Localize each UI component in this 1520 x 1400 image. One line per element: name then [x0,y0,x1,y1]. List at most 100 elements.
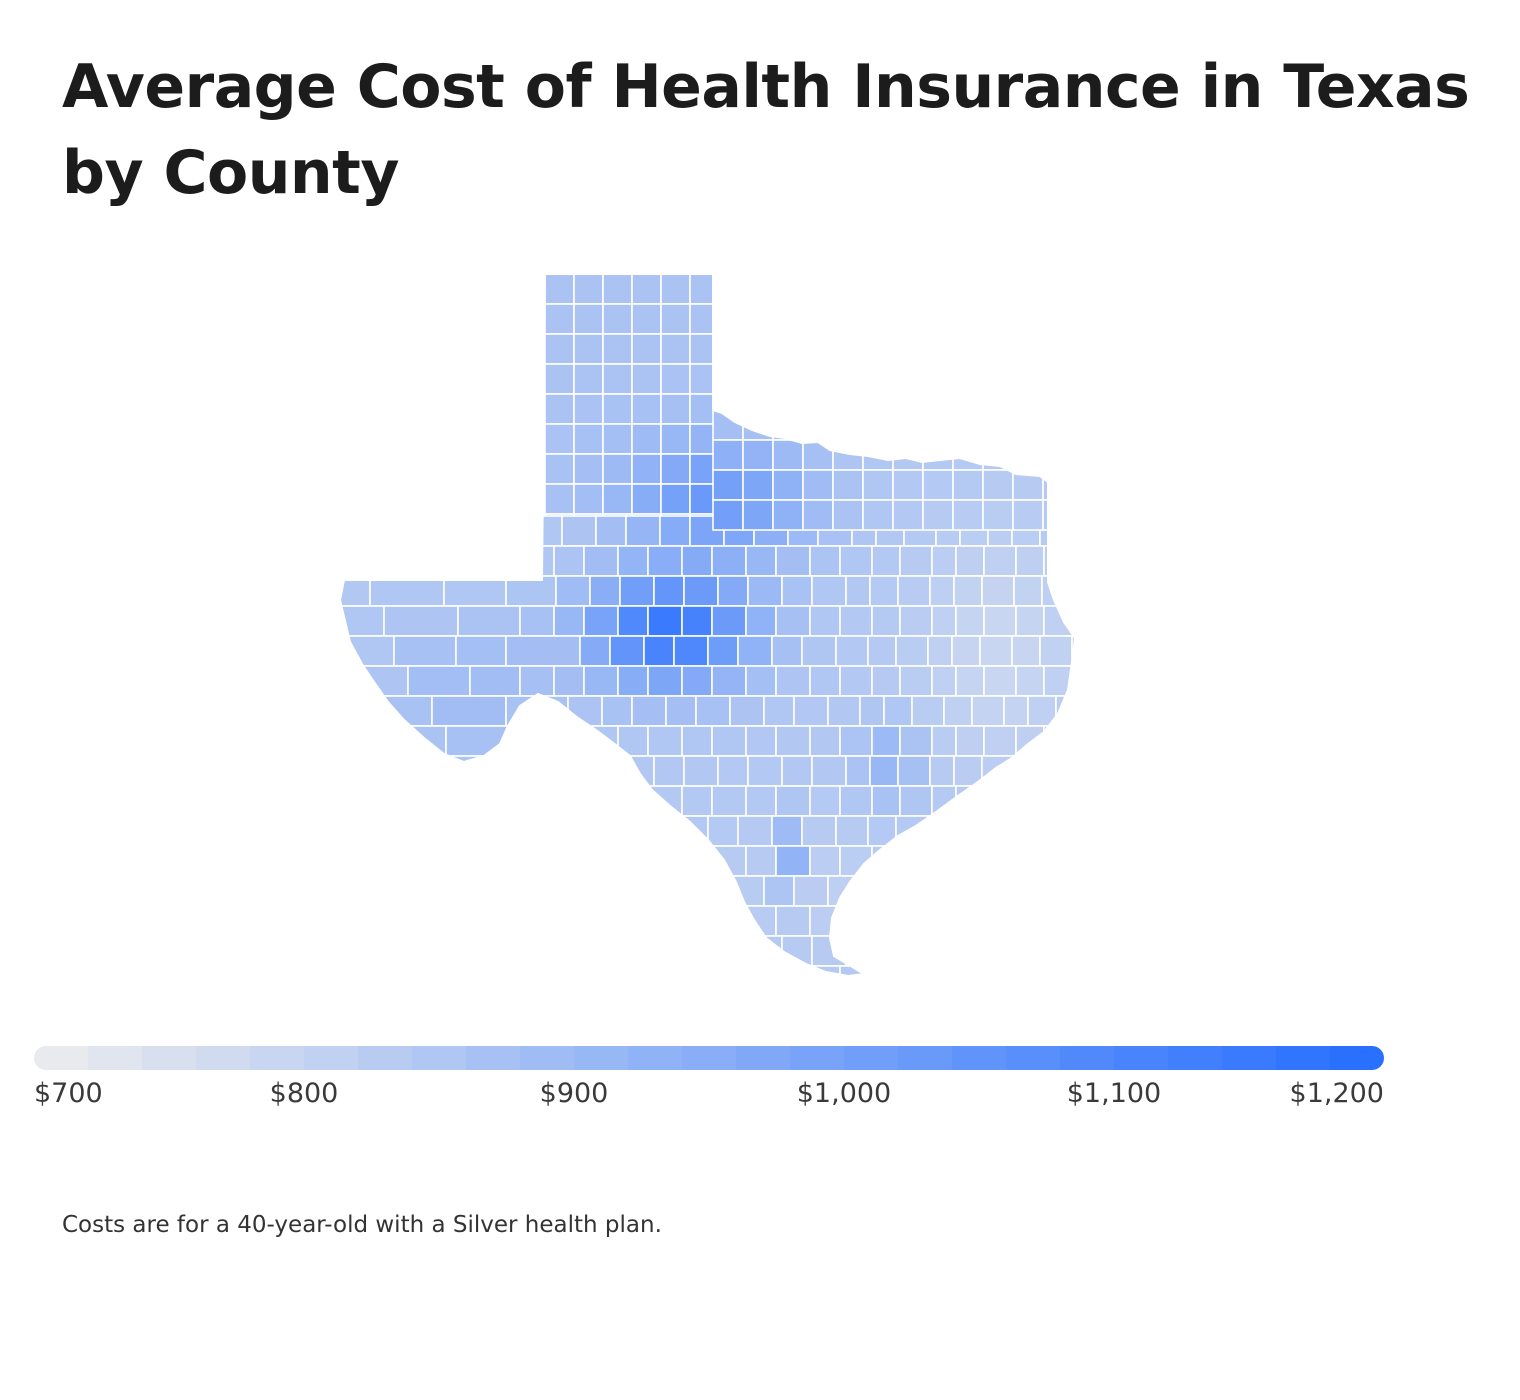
legend-swatch [574,1046,628,1070]
county-cell [1042,409,1074,441]
county-cell [892,469,924,501]
county-cell [1043,725,1075,757]
county-cell [802,499,834,531]
county-cell [469,665,521,697]
county-cell [859,875,885,907]
county-cell [647,665,683,697]
county-cell [653,935,685,967]
county-cell [531,515,563,547]
county-cell [519,905,555,937]
county-cell [519,965,555,976]
county-cell [431,695,507,727]
county-cell [653,575,685,607]
county-cell [737,635,773,667]
county-cell [982,469,1014,501]
county-cell [602,453,633,485]
county-cell [340,785,385,817]
county-cell [573,453,604,485]
county-cell [555,575,591,607]
county-cell [631,453,662,485]
county-cell [835,635,869,667]
county-cell [1071,515,1075,547]
county-cell [897,935,931,967]
county-cell [712,499,744,531]
county-cell [763,875,795,907]
county-cell [660,423,691,455]
county-cell [573,303,604,335]
legend-swatch [142,1046,196,1070]
county-cell [927,635,953,667]
county-cell [505,695,569,727]
county-cell [952,469,984,501]
county-cell [867,635,897,667]
county-cell [561,515,597,547]
county-cell [345,515,397,547]
county-cell [839,905,873,937]
county-cell [1027,875,1057,907]
county-cell [859,695,885,727]
county-cell [681,725,713,757]
county-cell [1015,845,1045,877]
county-cell [589,935,621,967]
county-cell [895,635,929,667]
county-cell [617,665,649,697]
county-cell [1015,545,1045,577]
county-cell [617,785,649,817]
county-cell [775,785,811,817]
county-cell [1012,499,1044,531]
county-cell [1043,845,1075,877]
county-cell [340,965,385,976]
county-cell [383,785,459,817]
legend-swatch [1060,1046,1114,1070]
county-cell [845,935,871,967]
county-cell [553,545,585,577]
county-cell [340,755,371,787]
county-cell [555,755,591,787]
county-cell [871,965,901,976]
county-cell [579,815,611,847]
county-cell [952,409,984,441]
legend-swatch [34,1046,88,1070]
county-cell [927,815,953,847]
county-cell [660,483,691,515]
county-cell [931,845,957,877]
county-cell [747,575,783,607]
county-cell [431,875,507,907]
county-cell [1003,875,1029,907]
county-cell [953,575,983,607]
county-cell [619,935,655,967]
county-cell [583,905,619,937]
county-cell [931,665,957,697]
legend-swatch [1222,1046,1276,1070]
county-cell [717,935,749,967]
county-cell [979,815,1013,847]
county-cell [553,725,585,757]
county-cell [631,483,662,515]
county-cell [775,905,811,937]
legend-swatch [1330,1046,1384,1070]
county-cell [983,845,1017,877]
county-cell [931,725,957,757]
county-cell [897,575,931,607]
legend-swatch [790,1046,844,1070]
county-cell [369,935,445,967]
county-cell [811,575,847,607]
county-cell [871,725,901,757]
county-cell [742,469,774,501]
county-cell [712,469,744,501]
county-cell [647,605,683,637]
county-cell [660,453,691,485]
county-cell [544,453,575,485]
chart-title: Average Cost of Health Insurance in Texa… [62,52,1470,208]
county-cell [653,755,685,787]
county-cell [832,499,864,531]
county-cell [835,815,869,847]
county-cell [617,845,649,877]
county-cell [660,363,691,395]
county-cell [1015,785,1045,817]
county-cell [775,845,811,877]
county-cell [711,665,747,697]
county-cell [809,665,841,697]
county-cell [583,845,619,877]
county-cell [553,845,585,877]
